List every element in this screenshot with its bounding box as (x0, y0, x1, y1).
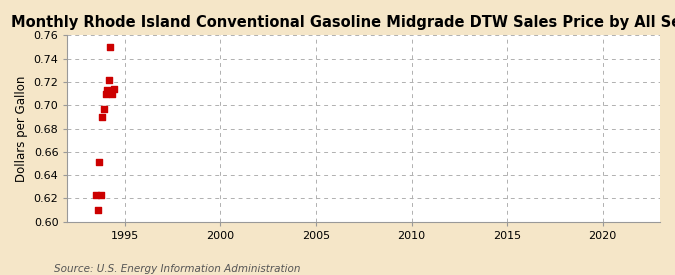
Point (99, 106, 109, 111)
Point (108, 87, 119, 91)
Point (102, 88, 113, 92)
Point (103, 77, 114, 82)
Y-axis label: Dollars per Gallon: Dollars per Gallon (15, 75, 28, 182)
Point (90, 193, 101, 197)
Point (94, 160, 105, 164)
Point (92, 208, 103, 212)
Point (97, 115, 108, 119)
Point (105, 45, 116, 49)
Point (107, 91, 117, 96)
Title: Monthly Rhode Island Conventional Gasoline Midgrade DTW Sales Price by All Selle: Monthly Rhode Island Conventional Gasoli… (11, 15, 675, 30)
Text: Source: U.S. Energy Information Administration: Source: U.S. Energy Information Administ… (54, 264, 300, 274)
Point (95, 193, 106, 197)
Point (101, 91, 111, 96)
